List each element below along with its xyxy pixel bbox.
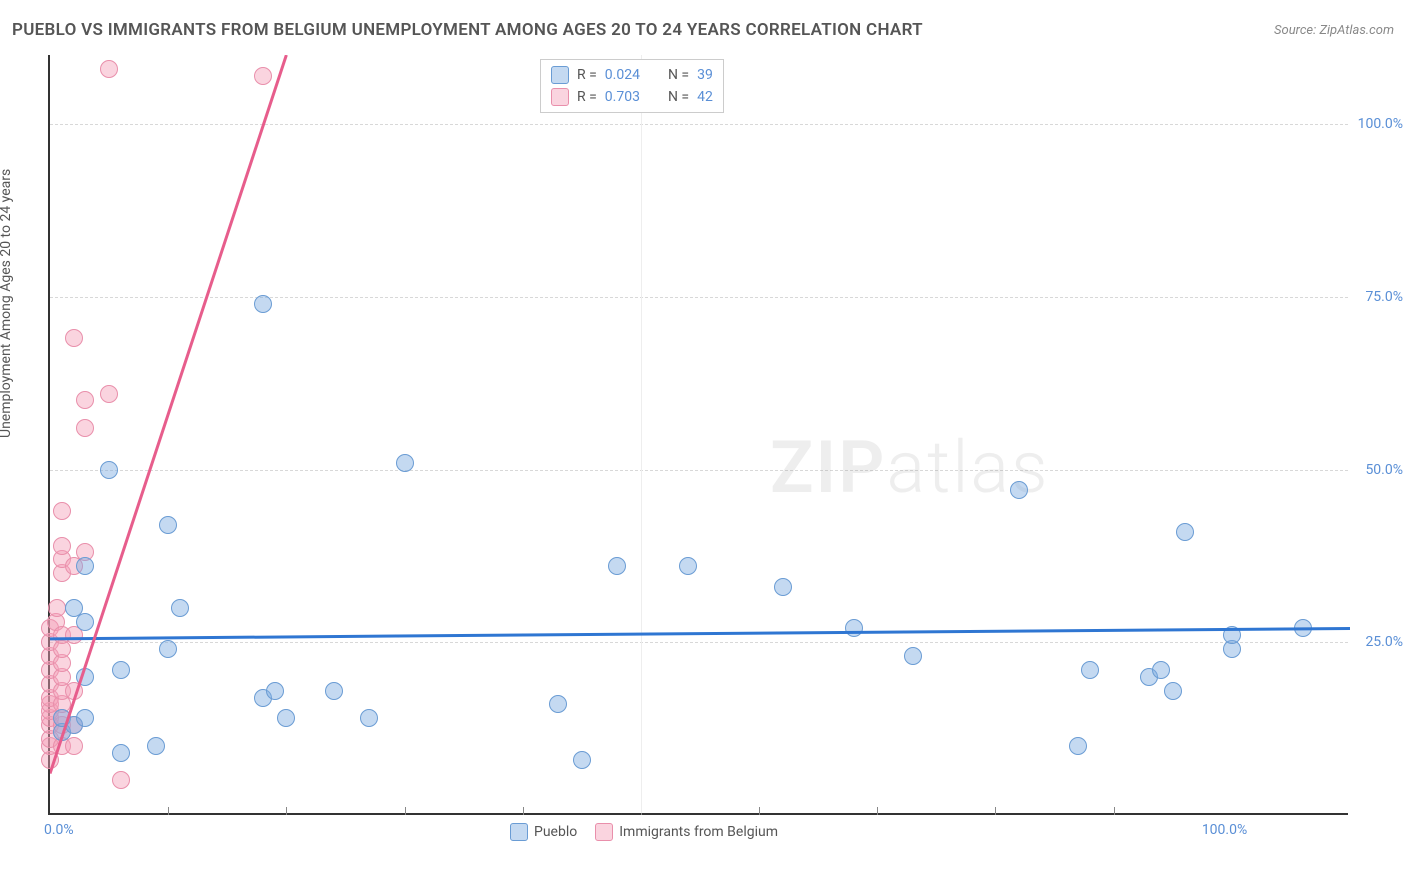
chart-title: PUEBLO VS IMMIGRANTS FROM BELGIUM UNEMPL… xyxy=(12,20,923,40)
point-belgium xyxy=(53,537,71,555)
x-tick-label: 100.0% xyxy=(1202,822,1247,838)
y-tick-label: 75.0% xyxy=(1365,289,1403,305)
y-tick-label: 25.0% xyxy=(1365,634,1403,650)
point-pueblo xyxy=(396,454,414,472)
legend-item-pueblo: Pueblo xyxy=(510,823,577,841)
point-pueblo xyxy=(147,737,165,755)
point-pueblo xyxy=(1152,661,1170,679)
y-tick-label: 100.0% xyxy=(1358,116,1403,132)
point-pueblo xyxy=(1010,481,1028,499)
x-tick-label: 0.0% xyxy=(44,822,74,838)
point-pueblo xyxy=(360,709,378,727)
legend-row-pueblo: R = 0.024 N = 39 xyxy=(551,64,713,86)
point-belgium xyxy=(100,385,118,403)
point-pueblo xyxy=(159,516,177,534)
legend-row-belgium: R = 0.703 N = 42 xyxy=(551,86,713,108)
y-tick-label: 50.0% xyxy=(1365,462,1403,478)
point-pueblo xyxy=(1081,661,1099,679)
point-belgium xyxy=(76,419,94,437)
point-belgium xyxy=(100,60,118,78)
point-pueblo xyxy=(76,668,94,686)
point-pueblo xyxy=(112,744,130,762)
point-pueblo xyxy=(1164,682,1182,700)
point-pueblo xyxy=(774,578,792,596)
point-pueblo xyxy=(549,695,567,713)
swatch-pueblo xyxy=(510,823,528,841)
scatter-points xyxy=(50,55,1348,813)
swatch-belgium xyxy=(551,88,569,106)
point-pueblo xyxy=(76,613,94,631)
point-pueblo xyxy=(76,557,94,575)
point-pueblo xyxy=(1294,619,1312,637)
legend-correlation: R = 0.024 N = 39 R = 0.703 N = 42 xyxy=(540,59,724,113)
point-belgium xyxy=(53,502,71,520)
point-pueblo xyxy=(171,599,189,617)
point-belgium xyxy=(48,599,66,617)
point-pueblo xyxy=(679,557,697,575)
legend-series: Pueblo Immigrants from Belgium xyxy=(510,823,778,841)
point-belgium xyxy=(65,329,83,347)
point-belgium xyxy=(254,67,272,85)
scatter-plot: ZIPatlas 25.0%50.0%75.0%100.0%0.0%100.0%… xyxy=(48,55,1348,815)
point-pueblo xyxy=(1069,737,1087,755)
point-pueblo xyxy=(325,682,343,700)
y-axis-label: Unemployment Among Ages 20 to 24 years xyxy=(0,169,14,438)
point-pueblo xyxy=(159,640,177,658)
point-pueblo xyxy=(608,557,626,575)
swatch-pueblo xyxy=(551,66,569,84)
point-pueblo xyxy=(904,647,922,665)
swatch-belgium xyxy=(595,823,613,841)
point-pueblo xyxy=(65,599,83,617)
point-belgium xyxy=(65,737,83,755)
legend-item-belgium: Immigrants from Belgium xyxy=(595,823,778,841)
point-pueblo xyxy=(573,751,591,769)
point-belgium xyxy=(76,391,94,409)
point-pueblo xyxy=(277,709,295,727)
point-pueblo xyxy=(254,295,272,313)
point-pueblo xyxy=(100,461,118,479)
point-pueblo xyxy=(845,619,863,637)
point-pueblo xyxy=(1223,626,1241,644)
point-belgium xyxy=(112,771,130,789)
point-pueblo xyxy=(266,682,284,700)
source-label: Source: ZipAtlas.com xyxy=(1274,23,1394,38)
point-pueblo xyxy=(112,661,130,679)
point-pueblo xyxy=(76,709,94,727)
point-pueblo xyxy=(1176,523,1194,541)
